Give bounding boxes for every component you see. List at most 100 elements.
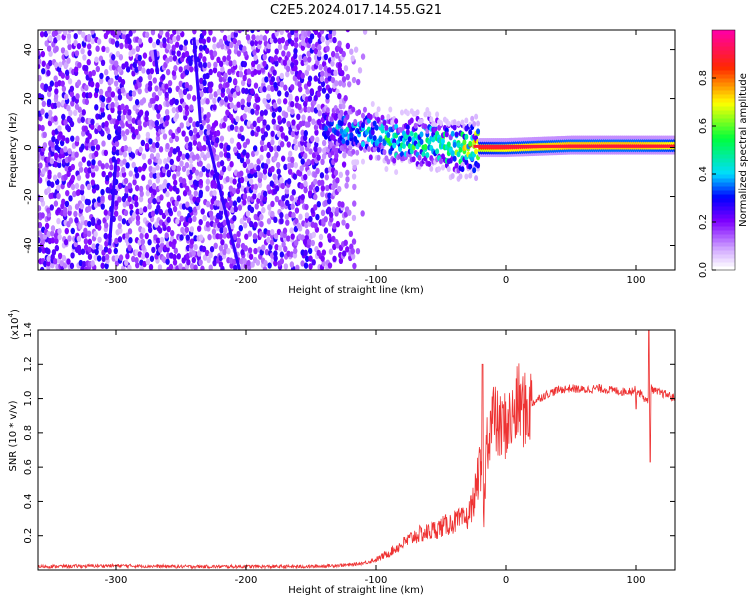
noise-cell [53, 37, 58, 44]
noise-cell [177, 150, 183, 157]
noise-cell [280, 155, 286, 162]
noise-cell [244, 88, 249, 95]
signal-cell [372, 120, 377, 127]
snr-scale-prefix: (x10 [10, 317, 21, 340]
noise-cell [148, 263, 154, 270]
noise-cell [127, 195, 132, 203]
noise-cell [293, 47, 298, 55]
x-tick-label: 0 [503, 575, 509, 586]
noise-cell [179, 160, 184, 167]
noise-cell [300, 44, 306, 51]
noise-cell [222, 248, 227, 256]
noise-cell [147, 158, 152, 165]
noise-cell [142, 121, 148, 128]
noise-cell [250, 40, 255, 47]
signal-cell [372, 146, 377, 153]
noise-cell [208, 252, 213, 259]
noise-cell [78, 161, 83, 168]
noise-cell [303, 249, 308, 257]
noise-cell [228, 113, 234, 121]
noise-cell [164, 163, 170, 170]
noise-cell [273, 145, 278, 152]
noise-cell [152, 172, 158, 179]
noise-cell [206, 256, 211, 264]
signal-cell [452, 155, 457, 162]
noise-cell [38, 246, 43, 253]
noise-cell [46, 248, 51, 255]
noise-cell [128, 30, 133, 37]
noise-cell [253, 247, 258, 255]
noise-cell [176, 50, 181, 57]
noise-cell [162, 133, 168, 140]
noise-cell [103, 222, 109, 229]
signal-cell [439, 157, 443, 164]
noise-cell [303, 152, 308, 160]
noise-cell [154, 85, 159, 92]
noise-cell [38, 167, 41, 175]
noise-cell [67, 43, 72, 51]
signal-cell [335, 130, 340, 137]
noise-cell [245, 210, 251, 217]
noise-cell [38, 162, 43, 169]
noise-cell [48, 109, 53, 117]
noise-cell [232, 146, 238, 153]
noise-cell [79, 188, 85, 196]
noise-cell [177, 104, 183, 112]
noise-cell [271, 118, 276, 125]
noise-cell [87, 220, 92, 228]
noise-cell [70, 252, 75, 259]
noise-cell [53, 115, 58, 122]
noise-cell [118, 54, 124, 61]
noise-cell [219, 99, 225, 106]
noise-cell [269, 252, 275, 259]
noise-cell [57, 30, 62, 35]
noise-cell [320, 70, 325, 77]
noise-cell [240, 79, 246, 87]
noise-cell [351, 214, 357, 222]
noise-cell [247, 78, 252, 85]
noise-cell [299, 182, 304, 190]
signal-cell [368, 154, 373, 161]
noise-cell [128, 44, 133, 51]
noise-cell [318, 241, 323, 248]
noise-cell [263, 144, 268, 152]
noise-cell [293, 52, 298, 60]
noise-cell [269, 56, 275, 63]
signal-cell [386, 132, 391, 139]
noise-cell [178, 88, 183, 96]
y-tick-label: -20 [23, 188, 34, 204]
noise-cell [138, 185, 144, 193]
noise-cell [124, 185, 129, 193]
noise-cell [246, 259, 251, 267]
noise-cell [174, 98, 179, 106]
noise-cell [262, 266, 268, 270]
noise-cell [117, 126, 122, 133]
noise-cell [198, 61, 203, 68]
noise-cell [117, 222, 122, 230]
noise-cell [298, 213, 303, 221]
signal-cell [472, 167, 477, 174]
noise-cell [164, 119, 169, 127]
signal-cell [415, 109, 420, 116]
noise-cell [192, 139, 198, 146]
noise-cell [100, 59, 106, 67]
noise-cell [270, 85, 275, 92]
noise-cell [114, 237, 119, 245]
noise-cell [266, 42, 271, 50]
noise-cell [281, 117, 287, 124]
noise-cell [142, 162, 148, 170]
noise-cell [64, 200, 70, 208]
noise-cell [279, 177, 284, 184]
noise-cell [123, 192, 129, 199]
colorbar-swatch [712, 162, 735, 167]
noise-cell [242, 60, 248, 68]
noise-cell [69, 90, 75, 98]
colorbar-ticks: 0.0 0.2 0.4 0.6 0.8 [698, 70, 716, 278]
colorbar-frame [711, 29, 736, 271]
signal-cell [440, 164, 445, 171]
noise-cell [208, 210, 214, 217]
noise-cell [38, 177, 43, 184]
noise-cell [117, 214, 123, 222]
noise-cell [90, 260, 95, 267]
noise-cell [42, 142, 48, 149]
